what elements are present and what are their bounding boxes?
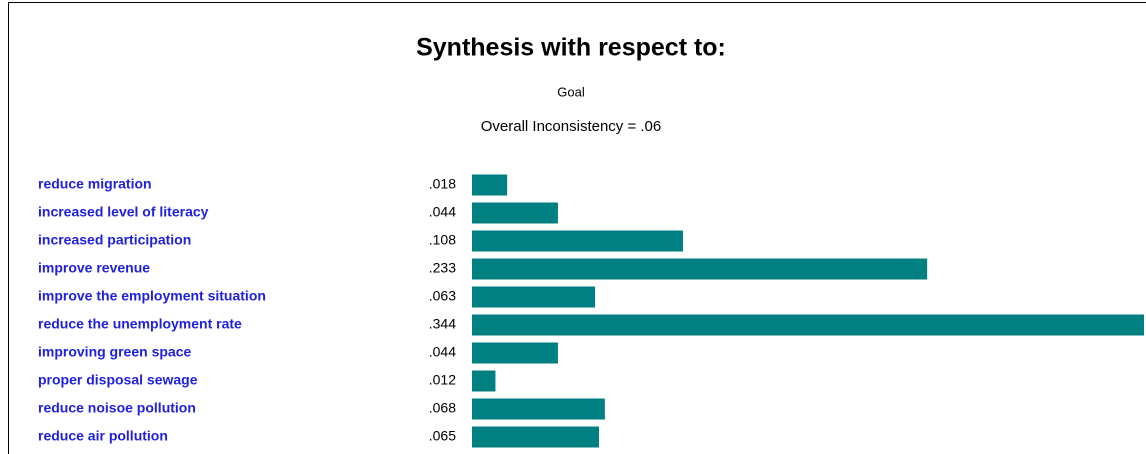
bar: [472, 342, 558, 364]
category-label: proper disposal sewage: [38, 372, 198, 388]
category-label: improving green space: [38, 344, 191, 360]
category-label: reduce air pollution: [38, 428, 168, 444]
bar: [472, 174, 508, 196]
chart-subtitle: Goal: [557, 84, 585, 99]
value-label: .068: [429, 400, 456, 416]
value-label: .044: [429, 204, 456, 220]
category-label: increased level of literacy: [38, 204, 209, 220]
bar: [472, 398, 605, 420]
value-label: .065: [429, 428, 456, 444]
category-label: increased participation: [38, 232, 191, 248]
bar: [472, 314, 1144, 336]
value-label: .063: [429, 288, 456, 304]
bar: [472, 426, 599, 448]
value-label: .233: [429, 260, 456, 276]
category-label: reduce the unemployment rate: [38, 316, 242, 332]
category-label: improve revenue: [38, 260, 150, 276]
value-label: .018: [429, 176, 456, 192]
category-label: reduce migration: [38, 176, 152, 192]
value-label: .044: [429, 344, 456, 360]
category-label: improve the employment situation: [38, 288, 266, 304]
bar: [472, 230, 683, 252]
value-label: .012: [429, 372, 456, 388]
bar: [472, 202, 558, 224]
frame: [8, 2, 1146, 454]
value-label: .108: [429, 232, 456, 248]
annotation: Overall Inconsistency = .06: [481, 118, 662, 135]
bar: [472, 286, 596, 308]
bar: [472, 258, 928, 280]
category-label: reduce noisoe pollution: [38, 400, 196, 416]
chart-title: Synthesis with respect to:: [416, 34, 726, 62]
bar: [472, 370, 496, 392]
value-label: .344: [429, 316, 456, 332]
